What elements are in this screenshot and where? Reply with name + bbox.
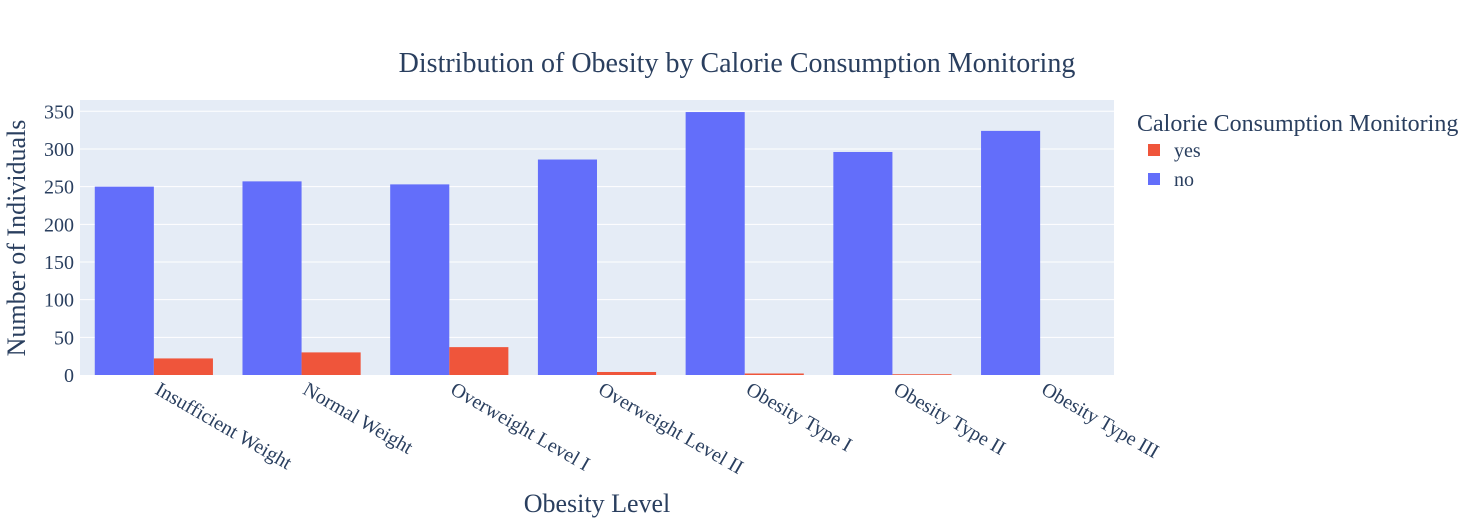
bar-no[interactable]	[685, 112, 745, 375]
legend-swatch-no[interactable]	[1148, 173, 1160, 185]
bar-no[interactable]	[94, 186, 154, 375]
y-tick-label: 300	[44, 139, 74, 161]
bar-no[interactable]	[833, 151, 893, 375]
legend-label-yes[interactable]: yes	[1174, 140, 1201, 162]
bar-no[interactable]	[981, 130, 1041, 375]
bar-no[interactable]	[537, 159, 597, 375]
x-tick-label: Normal Weight	[299, 378, 417, 459]
legend[interactable]: Calorie Consumption Monitoring yes no	[1137, 111, 1458, 191]
chart-title: Distribution of Obesity by Calorie Consu…	[399, 48, 1076, 79]
x-tick-label: Obesity Type II	[890, 378, 1009, 459]
bar-no[interactable]	[242, 181, 302, 375]
legend-label-no[interactable]: no	[1174, 169, 1194, 191]
x-axis-ticks: Insufficient Weight Normal Weight Overweig…	[151, 378, 1162, 479]
legend-swatch-yes[interactable]	[1148, 144, 1160, 156]
legend-items[interactable]: yes no	[1148, 140, 1201, 191]
bar-no[interactable]	[390, 184, 450, 375]
x-tick-label: Insufficient Weight	[151, 378, 296, 474]
bar-yes[interactable]	[449, 347, 509, 375]
y-axis-title: Number of Individuals	[2, 120, 31, 357]
y-tick-label: 0	[64, 365, 74, 387]
y-tick-label: 250	[44, 177, 74, 199]
y-tick-label: 100	[44, 290, 74, 312]
y-tick-label: 150	[44, 252, 74, 274]
x-tick-label: Overweight Level II	[595, 378, 747, 479]
bars	[94, 112, 1041, 375]
y-tick-label: 50	[54, 327, 74, 349]
x-axis-title: Obesity Level	[524, 489, 671, 518]
y-tick-label: 350	[44, 101, 74, 123]
legend-title: Calorie Consumption Monitoring	[1137, 111, 1458, 137]
bar-yes[interactable]	[301, 352, 361, 375]
bar-yes[interactable]	[744, 373, 804, 375]
x-tick-label: Obesity Type III	[1038, 378, 1163, 463]
y-axis-ticks: 0 50 100 150 200 250 300 350	[44, 101, 74, 387]
y-tick-label: 200	[44, 214, 74, 236]
bar-yes[interactable]	[153, 358, 213, 375]
bar-yes[interactable]	[892, 374, 952, 375]
bar-yes[interactable]	[597, 371, 657, 375]
x-tick-label: Obesity Type I	[742, 378, 855, 456]
x-tick-label: Overweight Level I	[447, 378, 594, 475]
